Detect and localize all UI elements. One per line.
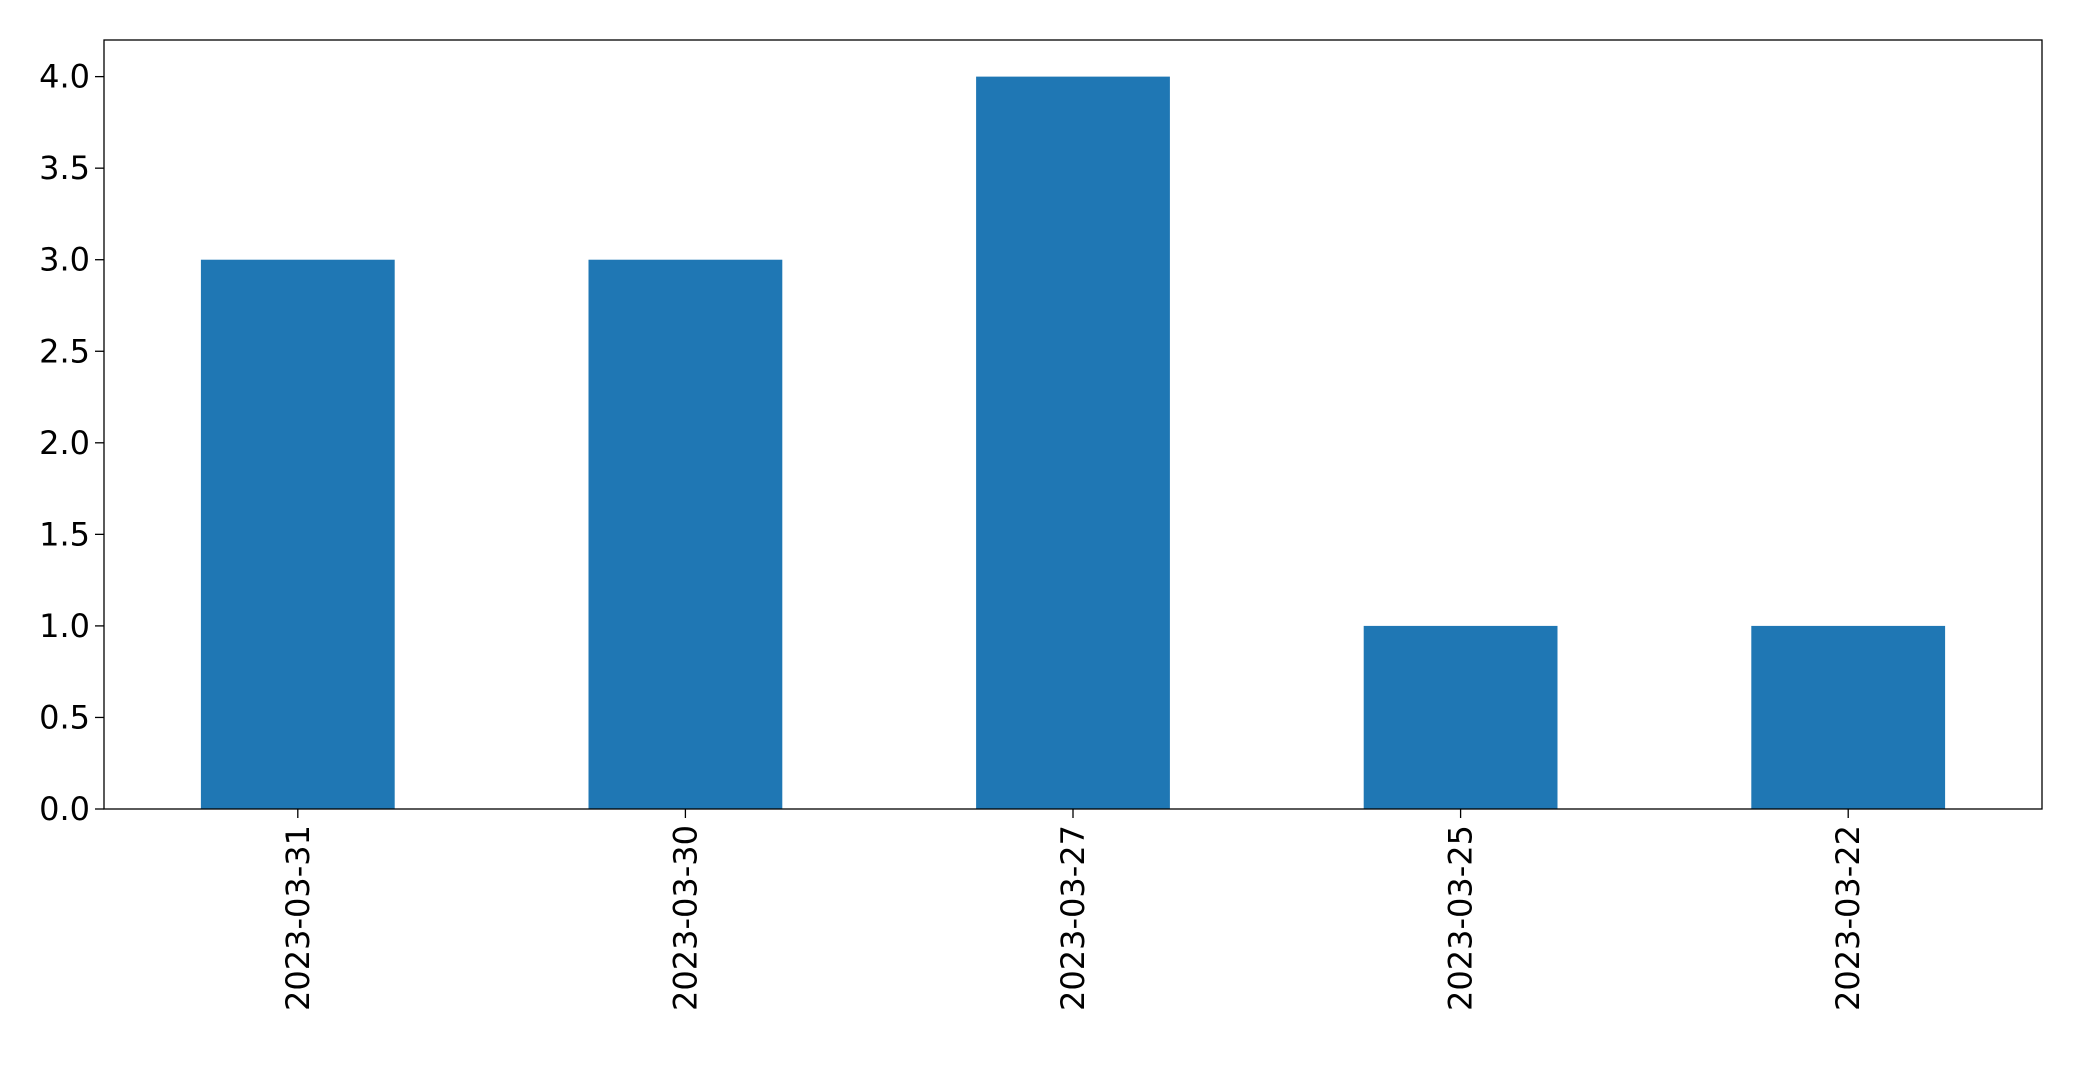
y-tick-label: 1.5 <box>39 515 90 553</box>
y-tick-label: 3.0 <box>39 241 90 279</box>
y-tick-label: 0.0 <box>39 790 90 828</box>
x-tick-label: 2023-03-30 <box>666 825 704 1011</box>
x-tick-label: 2023-03-31 <box>279 825 317 1011</box>
bar <box>200 259 395 809</box>
bar <box>1751 625 1946 809</box>
axes-frame <box>103 39 2043 810</box>
y-tick-label: 2.0 <box>39 424 90 462</box>
x-tick-label: 2023-03-27 <box>1054 825 1092 1011</box>
bar <box>976 76 1170 810</box>
y-tick-label: 4.0 <box>39 58 90 96</box>
y-tick-label: 1.0 <box>39 607 90 645</box>
x-tick-label: 2023-03-22 <box>1829 825 1867 1011</box>
bar <box>1363 625 1558 809</box>
bar <box>588 259 783 809</box>
y-tick-label: 0.5 <box>39 698 90 736</box>
x-tick-label: 2023-03-25 <box>1442 825 1480 1011</box>
y-tick-label: 2.5 <box>39 332 90 370</box>
y-tick-label: 3.5 <box>39 149 90 187</box>
